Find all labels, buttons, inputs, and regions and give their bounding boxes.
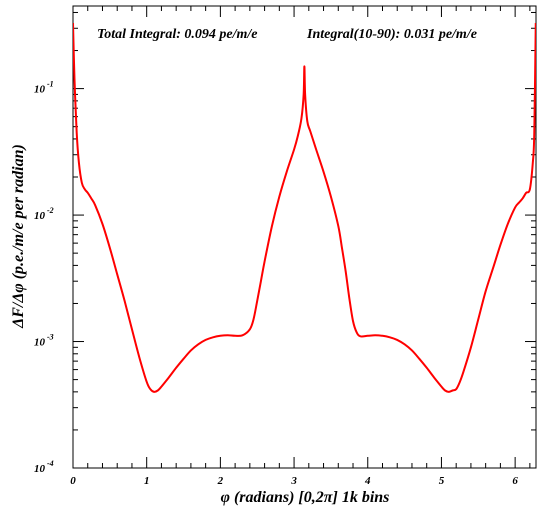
y-tick-exponent: -2 (47, 206, 54, 215)
y-axis-title: ΔF/Δφ (p.e./m/e per radian) (10, 144, 27, 329)
partial-integral-annotation: Integral(10-90): 0.031 pe/m/e (306, 27, 477, 42)
data-line (73, 23, 536, 393)
x-tick-label: 4 (364, 475, 371, 487)
x-axis-title: φ (radians) [0,2π] 1k bins (221, 489, 390, 506)
y-tick-exponent: -1 (47, 80, 54, 89)
y-tick-exponent: -3 (47, 333, 54, 342)
x-tick-label: 6 (512, 475, 518, 487)
x-tick-label: 3 (290, 475, 297, 487)
tick-labels: 0 1 2 3 4 5 610-410-310-210-1 (34, 80, 518, 487)
y-tick-label: 10 -3 (34, 333, 54, 349)
x-tick-label: 0 (70, 475, 76, 487)
y-tick-base: 10 (34, 84, 46, 96)
total-integral-annotation: Total Integral: 0.094 pe/m/e (97, 27, 257, 42)
y-tick-base: 10 (34, 337, 46, 349)
x-tick-label: 1 (144, 475, 150, 487)
y-tick-base: 10 (34, 463, 46, 475)
y-tick-label: 10 -2 (34, 206, 54, 222)
y-tick-label: 10 -1 (34, 80, 54, 96)
y-tick-exponent: -4 (47, 459, 54, 468)
y-tick-base: 10 (34, 210, 46, 222)
x-tick-label: 2 (217, 475, 224, 487)
x-tick-label: 5 (439, 475, 445, 487)
plot-frame (72, 5, 537, 469)
y-tick-label: 10 -4 (34, 459, 54, 475)
